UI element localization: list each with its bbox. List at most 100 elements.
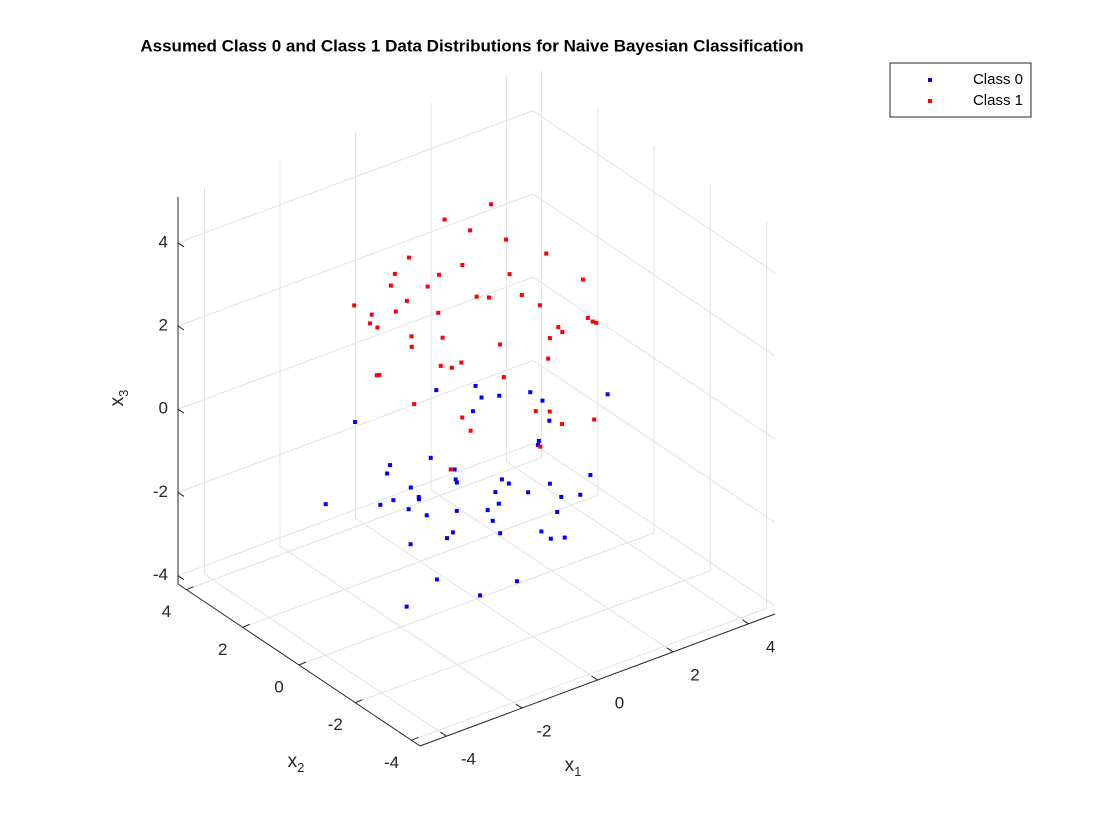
point: [412, 402, 417, 407]
grid-line: [355, 570, 711, 704]
point: [352, 303, 357, 308]
point: [506, 481, 511, 486]
point: [454, 508, 459, 513]
point: [459, 360, 464, 365]
point: [526, 490, 531, 495]
point: [540, 398, 545, 403]
point: [445, 536, 450, 541]
point: [486, 295, 491, 300]
points: [323, 202, 610, 609]
grid: [177, 70, 776, 741]
legend: Class 0 Class 1: [889, 62, 1032, 118]
point: [499, 477, 504, 482]
point: [391, 498, 396, 503]
grid-line: [298, 532, 655, 666]
legend-label: Class 1: [973, 92, 1023, 109]
point: [374, 373, 379, 378]
point: [428, 455, 433, 460]
point: [369, 312, 374, 317]
point: [470, 409, 475, 414]
point: [473, 383, 478, 388]
y-tick: [411, 736, 419, 741]
point: [488, 202, 493, 207]
point: [468, 428, 473, 433]
z-tick-label: 2: [159, 315, 168, 334]
point: [425, 284, 430, 289]
x-tick-label: 0: [615, 693, 624, 712]
point: [590, 319, 595, 324]
point: [450, 530, 455, 535]
point: [416, 497, 421, 502]
point: [440, 335, 445, 340]
point: [535, 442, 540, 447]
point: [514, 579, 519, 584]
y-tick: [298, 661, 307, 666]
grid-line: [411, 607, 767, 741]
grid-line: [186, 457, 542, 591]
grid-line: [242, 494, 598, 628]
point: [485, 508, 490, 513]
point: [424, 513, 429, 518]
point: [501, 375, 506, 380]
point: [493, 490, 498, 495]
point: [528, 390, 533, 395]
point: [539, 529, 544, 534]
y-tick: [355, 699, 363, 704]
point: [547, 481, 552, 486]
grid-line: [532, 110, 776, 274]
z-tick: [177, 575, 185, 581]
point: [388, 463, 393, 468]
point: [392, 271, 397, 276]
point: [454, 480, 459, 485]
z-tick-label: 0: [159, 399, 168, 418]
point: [448, 467, 453, 472]
y-tick-label: -2: [328, 715, 343, 734]
point: [533, 409, 538, 414]
grid-line: [177, 276, 534, 410]
point: [547, 409, 552, 414]
grid-line: [177, 359, 534, 493]
point: [434, 388, 439, 393]
grid-line: [177, 443, 534, 577]
point: [544, 251, 549, 256]
point: [580, 277, 585, 282]
point: [408, 542, 413, 547]
point: [385, 471, 390, 476]
point: [378, 502, 383, 507]
grid-line: [177, 193, 534, 327]
point: [497, 342, 502, 347]
point: [560, 330, 565, 335]
point: [497, 393, 502, 398]
point: [377, 372, 382, 377]
x-tick-label: 2: [690, 665, 699, 684]
point: [375, 325, 380, 330]
chart-title: Assumed Class 0 and Class 1 Data Distrib…: [140, 36, 803, 55]
point: [436, 310, 441, 315]
point: [536, 438, 541, 443]
point: [498, 531, 503, 536]
z-tick-label: -4: [153, 565, 168, 584]
x-tick: [515, 703, 523, 709]
point: [588, 473, 593, 478]
point: [538, 444, 543, 449]
point: [490, 518, 495, 523]
point: [404, 604, 409, 609]
grid-line: [177, 110, 534, 244]
point: [449, 365, 454, 370]
point: [409, 344, 414, 349]
x-tick-label: 4: [766, 637, 775, 656]
point: [409, 334, 414, 339]
point: [555, 510, 560, 515]
point: [474, 294, 479, 299]
point: [404, 298, 409, 303]
legend-label: Class 0: [973, 71, 1023, 88]
point: [496, 501, 501, 506]
point: [353, 420, 358, 425]
point: [452, 467, 457, 472]
point: [442, 217, 447, 222]
point: [548, 536, 553, 541]
point: [479, 395, 484, 400]
point: [368, 321, 373, 326]
